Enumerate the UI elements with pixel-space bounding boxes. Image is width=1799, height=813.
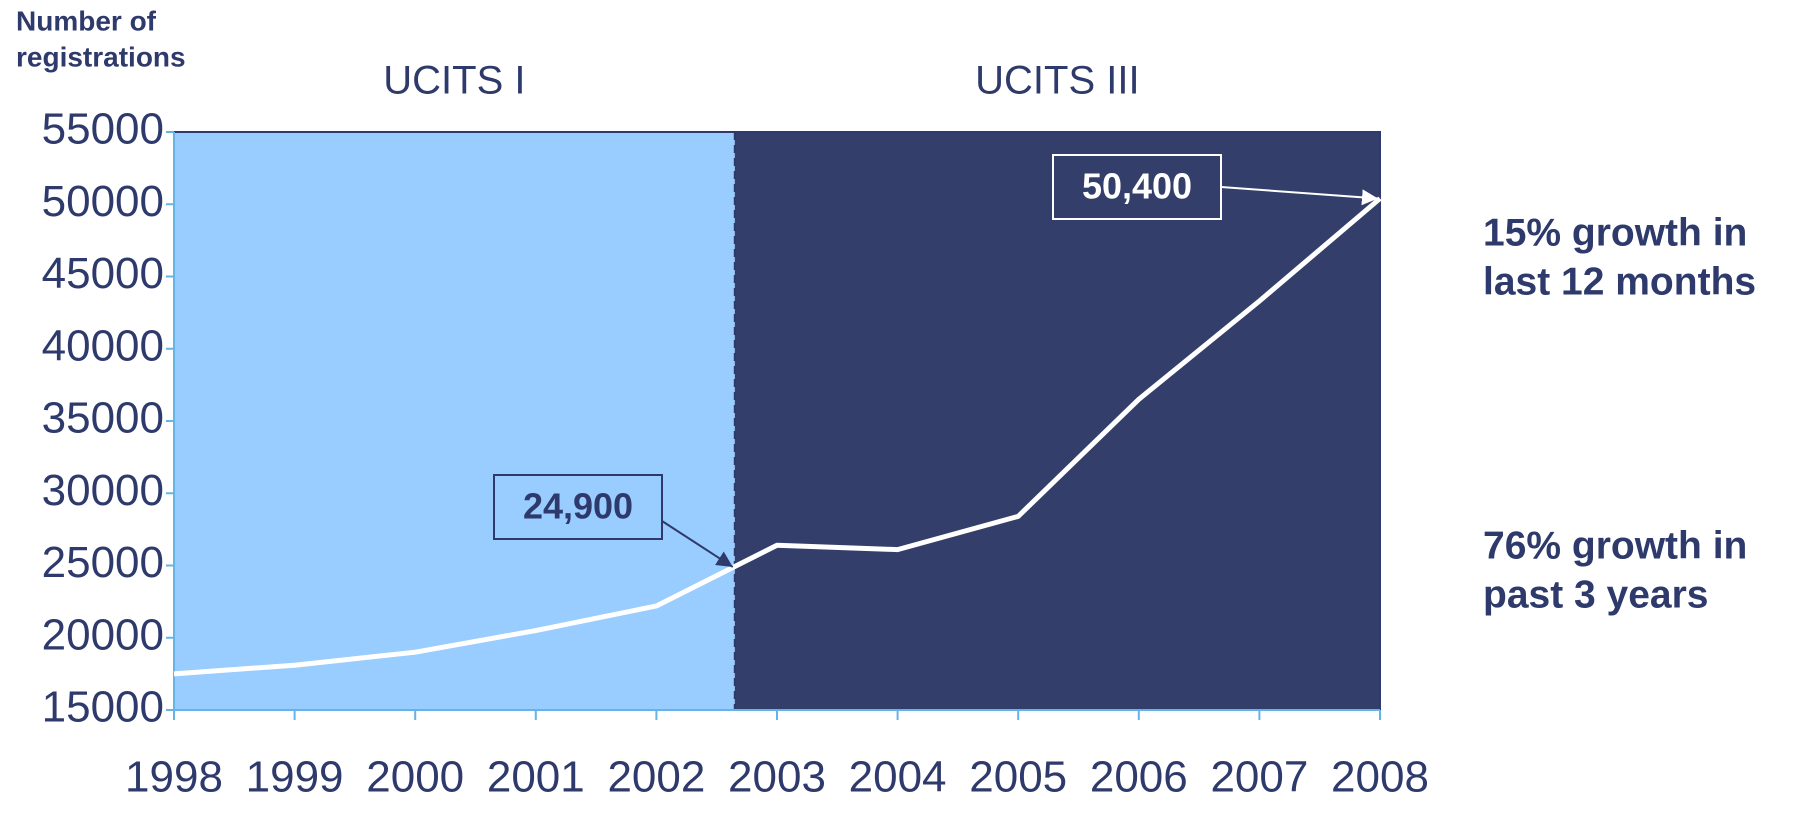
- x-tick-label: 2008: [1331, 753, 1429, 802]
- note: last 12 months: [1483, 260, 1756, 303]
- note: past 3 years: [1483, 573, 1709, 616]
- region-label: UCITS III: [975, 59, 1139, 103]
- y-axis-label: Number of: [16, 5, 157, 36]
- x-tick-label: 2007: [1210, 753, 1308, 802]
- x-tick-label: 1998: [125, 753, 223, 802]
- x-tick-label: 2006: [1090, 753, 1188, 802]
- region: [174, 132, 735, 710]
- y-tick-label: 15000: [42, 683, 164, 732]
- x-tick-label: 2002: [607, 753, 705, 802]
- annotation-arrow: [1220, 186, 1379, 206]
- annotation-box: [1052, 154, 1222, 220]
- region: [734, 132, 1380, 710]
- x-tick-label: 2005: [969, 753, 1067, 802]
- y-axis-label: registrations: [16, 41, 186, 72]
- y-tick-label: 45000: [42, 249, 164, 298]
- annotation-box: [493, 474, 663, 540]
- x-tick-label: 2004: [849, 753, 947, 802]
- note: 76% growth in: [1483, 524, 1747, 567]
- line: [173, 196, 1382, 677]
- y-tick-label: 50000: [42, 177, 164, 226]
- y-tick-label: 40000: [42, 321, 164, 370]
- x-tick-label: 1999: [246, 753, 344, 802]
- annotation-arrow: [661, 520, 734, 568]
- y-tick-label: 30000: [42, 466, 164, 515]
- annotation-label: 50,400: [1082, 166, 1192, 207]
- x-tick-label: 2000: [366, 753, 464, 802]
- y-tick-label: 20000: [42, 610, 164, 659]
- x-tick-label: 2001: [487, 753, 585, 802]
- annotation-label: 24,900: [523, 486, 633, 527]
- note: 15% growth in: [1483, 211, 1747, 254]
- y-tick-label: 25000: [42, 538, 164, 587]
- y-tick-label: 55000: [42, 105, 164, 154]
- region-label: UCITS I: [383, 59, 525, 103]
- x-tick-label: 2003: [728, 753, 826, 802]
- y-tick-label: 35000: [42, 394, 164, 443]
